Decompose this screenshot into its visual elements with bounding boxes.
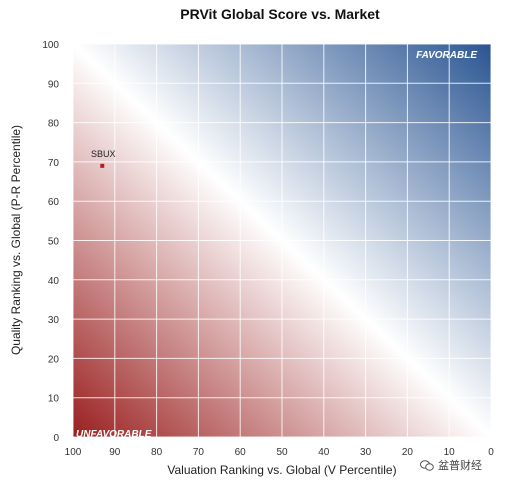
x-tick-label: 10 <box>444 447 456 458</box>
y-tick-label: 80 <box>48 119 60 130</box>
chart-title: PRVit Global Score vs. Market <box>180 6 380 22</box>
y-tick-label: 30 <box>48 315 60 326</box>
y-tick-label: 100 <box>42 40 59 51</box>
x-tick-label: 80 <box>151 447 163 458</box>
y-axis-ticks: 0 10 20 30 40 50 60 70 80 90 100 <box>42 40 59 444</box>
x-axis-ticks: 100 90 80 70 60 50 40 30 20 10 0 <box>65 447 495 458</box>
x-tick-label: 20 <box>402 447 414 458</box>
y-tick-label: 20 <box>48 354 60 365</box>
data-points: SBUX <box>91 149 116 168</box>
y-tick-label: 50 <box>48 237 60 248</box>
x-tick-label: 40 <box>318 447 330 458</box>
x-tick-label: 50 <box>276 447 288 458</box>
data-point <box>100 163 105 168</box>
x-tick-label: 60 <box>235 447 247 458</box>
x-tick-label: 0 <box>488 447 494 458</box>
x-axis-title: Valuation Ranking vs. Global (V Percenti… <box>167 463 396 477</box>
wechat-icon <box>420 459 434 471</box>
x-tick-label: 30 <box>360 447 372 458</box>
y-tick-label: 40 <box>48 276 60 287</box>
watermark-text: 盆普财经 <box>438 459 482 472</box>
y-tick-label: 60 <box>48 197 60 208</box>
y-axis-title: Quality Ranking vs. Global (P-R Percenti… <box>9 125 23 355</box>
y-tick-label: 10 <box>48 394 60 405</box>
grid <box>72 43 492 438</box>
y-tick-label: 70 <box>48 158 60 169</box>
unfavorable-label: UNFAVORABLE <box>76 429 152 440</box>
favorable-label: FAVORABLE <box>416 50 477 61</box>
watermark: 盆普财经 <box>420 457 482 473</box>
data-point-label: SBUX <box>91 149 116 159</box>
x-tick-label: 100 <box>65 447 82 458</box>
y-tick-label: 90 <box>48 79 60 90</box>
x-tick-label: 70 <box>193 447 205 458</box>
y-tick-label: 0 <box>53 433 59 444</box>
x-tick-label: 90 <box>109 447 121 458</box>
